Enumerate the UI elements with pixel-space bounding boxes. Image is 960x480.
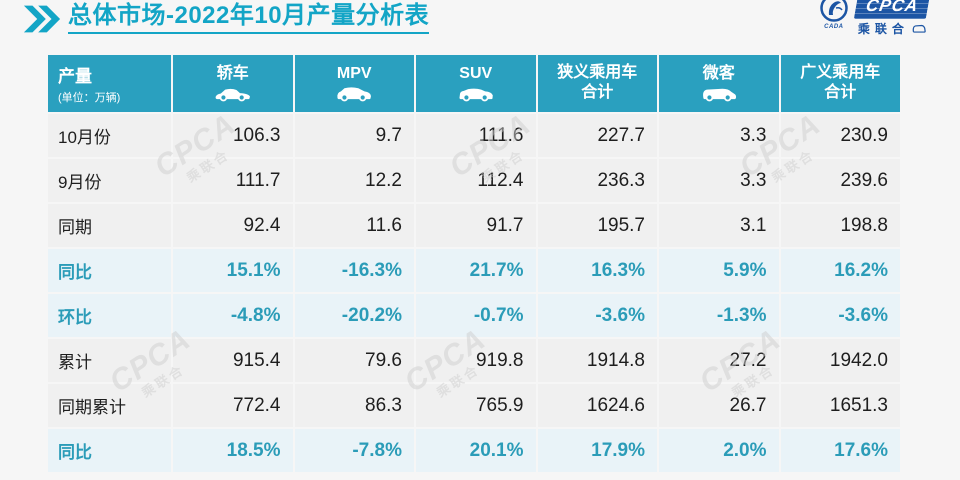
data-cell: 11.6 — [294, 204, 414, 247]
data-cell: 227.7 — [537, 114, 657, 157]
data-cell: 12.2 — [294, 159, 414, 202]
data-cell: 1914.8 — [537, 339, 657, 382]
cpca-logo: CADA CPCA 乘联合 — [816, 0, 931, 37]
data-cell: 230.9 — [780, 114, 900, 157]
row-label: 累计 — [48, 339, 171, 382]
data-cell: -16.3% — [294, 249, 414, 292]
data-cell: 919.8 — [416, 339, 536, 382]
data-cell: 111.6 — [416, 114, 536, 157]
data-cell: 2.0% — [659, 429, 779, 472]
emblem-caption: CADA — [824, 24, 844, 30]
row-label: 同期 — [48, 204, 171, 247]
data-cell: 1624.6 — [537, 384, 657, 427]
data-cell: 5.9% — [659, 249, 779, 292]
header-title: 产量 — [58, 67, 92, 86]
data-cell: 86.3 — [294, 384, 414, 427]
data-cell: 3.3 — [659, 159, 779, 202]
data-cell: 79.6 — [294, 339, 414, 382]
logo-car-icon — [912, 24, 926, 33]
data-cell: 3.3 — [659, 114, 779, 157]
data-cell: 9.7 — [294, 114, 414, 157]
data-cell: 198.8 — [780, 204, 900, 247]
page-title: 总体市场-2022年10月产量分析表 — [68, 2, 430, 34]
data-cell: 111.7 — [173, 159, 293, 202]
row-label: 同比 — [48, 249, 171, 292]
data-cell: -7.8% — [294, 429, 414, 472]
col-header-production: 产量 (单位：万辆) — [48, 55, 171, 112]
data-cell: 21.7% — [416, 249, 536, 292]
data-cell: 1651.3 — [780, 384, 900, 427]
data-cell: 20.1% — [416, 429, 536, 472]
data-cell: 16.3% — [537, 249, 657, 292]
microvan-icon — [702, 89, 736, 102]
data-cell: 16.2% — [780, 249, 900, 292]
col-header-sedan: 轿车 — [173, 55, 293, 112]
chevron-double-icon — [22, 5, 62, 38]
data-cell: -3.6% — [780, 294, 900, 337]
row-label: 同期累计 — [48, 384, 171, 427]
cpca-wordmark: CPCA — [853, 0, 931, 19]
data-cell: -4.8% — [173, 294, 293, 337]
data-cell: 236.3 — [537, 159, 657, 202]
sedan-icon — [215, 89, 250, 102]
data-cell: 17.9% — [537, 429, 657, 472]
data-cell: 195.7 — [537, 204, 657, 247]
col-header-microvan: 微客 — [659, 55, 779, 112]
data-cell: -1.3% — [659, 294, 779, 337]
title-bar: 总体市场-2022年10月产量分析表 — [22, 2, 430, 38]
col-header-narrow-pv-total: 狭义乘用车 合计 — [537, 55, 657, 112]
col-header-suv: SUV — [416, 55, 536, 112]
row-label: 10月份 — [48, 114, 171, 157]
row-label: 同比 — [48, 429, 171, 472]
data-cell: -0.7% — [416, 294, 536, 337]
data-cell: 3.1 — [659, 204, 779, 247]
data-cell: 27.2 — [659, 339, 779, 382]
col-header-mpv: MPV — [294, 55, 414, 112]
data-cell: 15.1% — [173, 249, 293, 292]
header-unit: (单位：万辆) — [58, 92, 121, 104]
data-cell: 772.4 — [173, 384, 293, 427]
cpca-cn-name: 乘联合 — [857, 22, 909, 36]
data-cell: 106.3 — [173, 114, 293, 157]
data-cell: -3.6% — [537, 294, 657, 337]
data-cell: -20.2% — [294, 294, 414, 337]
data-cell: 239.6 — [780, 159, 900, 202]
cpca-emblem-icon: CADA — [816, 0, 852, 30]
suv-icon — [459, 89, 493, 102]
mpv-icon — [337, 87, 372, 102]
data-cell: 17.6% — [780, 429, 900, 472]
data-cell: 92.4 — [173, 204, 293, 247]
production-table: 产量 (单位：万辆) 轿车 MPV SUV — [48, 55, 900, 472]
data-cell: 765.9 — [416, 384, 536, 427]
data-cell: 18.5% — [173, 429, 293, 472]
data-cell: 915.4 — [173, 339, 293, 382]
col-header-broad-pv-total: 广义乘用车 合计 — [780, 55, 900, 112]
data-cell: 91.7 — [416, 204, 536, 247]
data-cell: 112.4 — [416, 159, 536, 202]
row-label: 9月份 — [48, 159, 171, 202]
data-cell: 26.7 — [659, 384, 779, 427]
row-label: 环比 — [48, 294, 171, 337]
data-cell: 1942.0 — [780, 339, 900, 382]
